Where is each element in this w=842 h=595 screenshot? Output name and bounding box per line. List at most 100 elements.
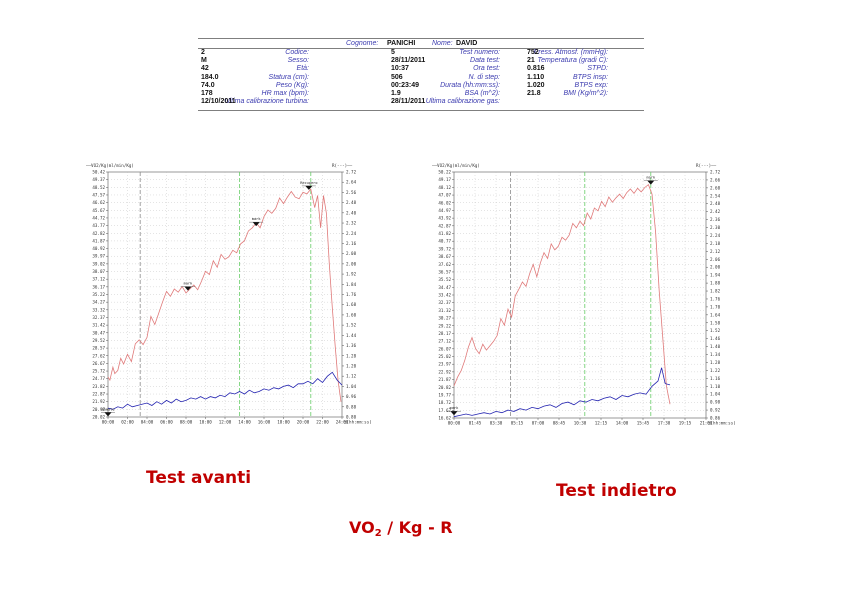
x-axis-title: t(hh:mm:ss) xyxy=(344,420,372,425)
info-label: Ora test: xyxy=(473,65,500,73)
x-tick-label: 07:00 xyxy=(532,421,545,426)
y-tick-label: 17.67 xyxy=(438,408,451,413)
y2-tick-label: 2.64 xyxy=(346,180,357,185)
event-marker-triangle xyxy=(647,180,655,185)
y2-tick-label: 0.80 xyxy=(346,415,357,420)
x-tick-label: 15:45 xyxy=(637,421,650,426)
y-tick-label: 18.72 xyxy=(438,400,451,405)
y2-tick-label: 0.92 xyxy=(710,408,721,413)
info-label: STPD: xyxy=(587,65,608,73)
info-label: Data test: xyxy=(470,57,500,65)
y-tick-label: 29.52 xyxy=(92,338,105,343)
x-tick-label: 12:15 xyxy=(595,421,608,426)
info-value: 42 xyxy=(201,65,209,73)
y-tick-label: 25.02 xyxy=(438,354,451,359)
y-tick-label: 44.72 xyxy=(92,215,105,220)
y2-tick-label: 2.56 xyxy=(346,190,357,195)
info-value: 1.020 xyxy=(527,81,545,89)
x-tick-label: 00:00 xyxy=(102,420,115,425)
y-tick-label: 26.07 xyxy=(438,346,451,351)
caption-vo2-main: VO xyxy=(349,518,375,537)
x-tick-label: 03:30 xyxy=(490,421,503,426)
y2-tick-label: 0.98 xyxy=(710,400,721,405)
info-value: M xyxy=(201,57,207,65)
info-label: Durata (hh:mm:ss): xyxy=(440,81,500,89)
x-tick-label: 00:00 xyxy=(448,421,461,426)
y2-tick-label: 1.22 xyxy=(710,368,721,373)
info-value: 00:23:49 xyxy=(391,81,420,89)
y-tick-label: 33.32 xyxy=(92,307,105,312)
y-tick-label: 37.62 xyxy=(438,262,451,267)
event-marker-label: mark xyxy=(450,406,459,410)
x-tick-label: 16:00 xyxy=(258,420,271,425)
info-value: 28/11/2011 xyxy=(391,57,426,65)
info-label: Ultima calibrazione turbina: xyxy=(224,98,309,106)
info-row: Codice: 2 Test numero: 5 Press. Atmosf. (mmH… xyxy=(198,49,644,57)
y-tick-label: 41.87 xyxy=(92,238,105,243)
y-tick-label: 42.87 xyxy=(438,223,451,228)
chart-test-indietro: 50.22 49.17 48.12 47.07 46.02 44.97 43.92 42.87… xyxy=(418,152,736,437)
info-row: Peso (Kg): 74.0 Durata (hh:mm:ss): 00:23:49… xyxy=(198,82,644,90)
y-tick-label: 27.12 xyxy=(438,339,451,344)
info-label: N. di step: xyxy=(468,73,500,81)
patient-info-rows: Codice: 2 Test numero: 5 Press. Atmosf. (mmH… xyxy=(198,49,644,106)
y-axis-title: ——VO2/Kg(ml/min/Kg) xyxy=(86,163,134,168)
y2-tick-label: 1.04 xyxy=(710,392,721,397)
info-value: 28/11/2011 xyxy=(391,98,426,106)
y2-tick-label: 0.88 xyxy=(346,404,357,409)
y-tick-label: 48.52 xyxy=(92,185,105,190)
event-marker: mark xyxy=(180,282,195,291)
y-tick-label: 23.82 xyxy=(92,384,105,389)
x-tick-label: 12:00 xyxy=(219,420,232,425)
y2-tick-label: 2.24 xyxy=(710,233,721,238)
y-tick-label: 41.82 xyxy=(438,231,451,236)
y-tick-label: 36.57 xyxy=(438,269,451,274)
cognome-value: PANICHI xyxy=(387,40,416,47)
info-value: 21.8 xyxy=(527,89,541,97)
y2-tick-label: 2.00 xyxy=(346,261,357,266)
y-tick-label: 47.07 xyxy=(438,193,451,198)
y-tick-label: 23.97 xyxy=(438,362,451,367)
y2-tick-label: 1.76 xyxy=(710,296,721,301)
cognome-label: Cognome: xyxy=(346,40,379,47)
y-tick-label: 27.62 xyxy=(92,353,105,358)
y2-tick-label: 1.36 xyxy=(346,343,357,348)
x-tick-label: 10:30 xyxy=(574,421,587,426)
y-tick-label: 35.52 xyxy=(438,277,451,282)
info-value: 752 xyxy=(527,49,539,56)
y2-tick-label: 1.70 xyxy=(710,304,721,309)
y2-tick-label: 2.36 xyxy=(710,217,721,222)
event-marker-label: Basale xyxy=(102,407,115,411)
event-marker-triangle xyxy=(184,286,192,291)
y2-tick-label: 2.08 xyxy=(346,251,357,256)
y2-tick-label: 1.64 xyxy=(710,312,721,317)
patient-info-header: Cognome: PANICHI Nome: DAVID Codice: 2 Tes… xyxy=(198,38,644,111)
y-tick-label: 39.02 xyxy=(92,261,105,266)
patient-name-bar: Cognome: PANICHI Nome: DAVID xyxy=(198,38,644,49)
y2-tick-label: 2.72 xyxy=(710,170,721,175)
y2-tick-label: 0.86 xyxy=(710,416,721,421)
info-label: Press. Atmosf. (mmHg): xyxy=(533,49,608,56)
y2-tick-label: 1.52 xyxy=(710,328,721,333)
y2-tick-label: 2.24 xyxy=(346,231,357,236)
y-tick-label: 45.67 xyxy=(92,208,105,213)
event-marker: mark xyxy=(643,176,658,185)
y-tick-label: 34.27 xyxy=(92,300,105,305)
y2-tick-label: 1.68 xyxy=(346,302,357,307)
y-tick-label: 20.02 xyxy=(92,415,105,420)
event-marker-label: mark xyxy=(646,176,655,180)
y-tick-label: 25.72 xyxy=(92,369,105,374)
info-value: 5 xyxy=(391,49,395,56)
info-label: Sesso: xyxy=(287,57,309,65)
y2-tick-label: 2.30 xyxy=(710,225,721,230)
x-tick-label: 17:30 xyxy=(658,421,671,426)
info-label: Statura (cm): xyxy=(268,73,309,81)
y-tick-label: 37.12 xyxy=(92,277,105,282)
chart-test-indietro-svg: 50.22 49.17 48.12 47.07 46.02 44.97 43.92 42.87… xyxy=(432,163,736,426)
y2-tick-label: 1.94 xyxy=(710,273,721,278)
r-series-line xyxy=(453,367,671,418)
info-label: BTPS exp: xyxy=(574,81,608,89)
info-row: Ultima calibrazione turbina: 12/10/2011 Ul… xyxy=(198,98,644,106)
nome-label: Nome: xyxy=(432,40,453,47)
y2-tick-label: 1.20 xyxy=(346,363,357,368)
